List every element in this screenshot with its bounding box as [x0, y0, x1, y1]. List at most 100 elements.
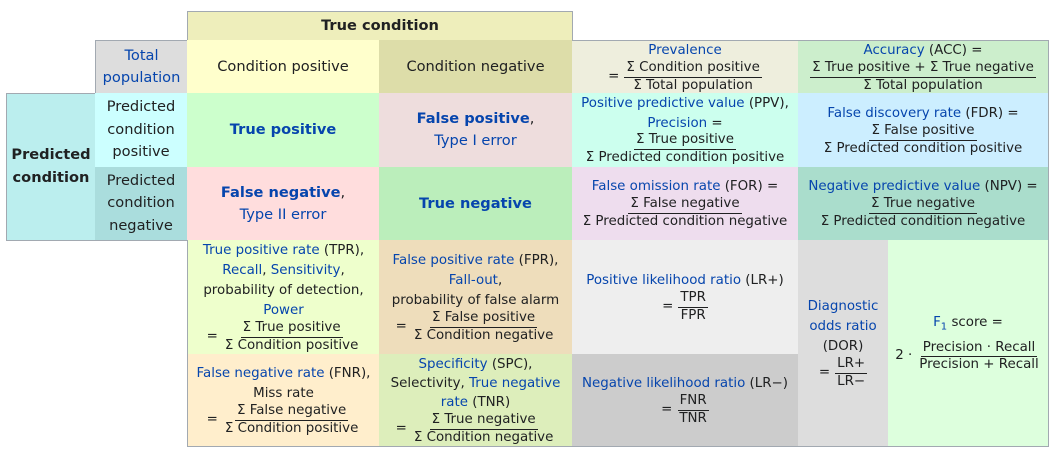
equals-sign: = [661, 401, 673, 417]
ppv-numerator: Σ True positive [634, 132, 736, 150]
ppv-formula: Σ True positive Σ Predicted condition po… [584, 132, 787, 165]
tnr-numerator: Σ True negative [429, 412, 538, 430]
fdr-denominator: Σ Predicted condition positive [823, 140, 1023, 156]
comma: , [340, 262, 345, 278]
comma: , [529, 110, 535, 128]
predicted-negative-label: Predicted condition negative [106, 171, 176, 234]
comma: , [340, 183, 346, 201]
fpr-cell: False positive rate (FPR), Fall-out, pro… [379, 240, 573, 355]
dor-numerator: LR+ [835, 356, 868, 374]
miss-rate-text: Miss rate [253, 385, 314, 401]
f1-score-cell: F1 score = 2 · Precision · Recall Precis… [888, 240, 1049, 447]
tpr-formula: Σ True positive Σ Condition positive [223, 320, 360, 353]
probability-of-detection-text: probability of detection, [203, 282, 364, 298]
fpr-abbr: (FPR), [518, 252, 559, 268]
for-numerator: Σ False negative [628, 197, 742, 215]
tpr-link[interactable]: True positive rate [202, 242, 320, 258]
npv-cell: Negative predictive value (NPV) = Σ True… [798, 167, 1049, 241]
total-population-link[interactable]: Total population [102, 47, 181, 86]
accuracy-cell: Accuracy (ACC) = Σ True positive + Σ Tru… [798, 40, 1049, 94]
for-abbr: (FOR) = [724, 179, 779, 195]
npv-formula: Σ True negative Σ Predicted condition ne… [819, 197, 1028, 229]
fnr-cell: False negative rate (FNR), Miss rate = Σ… [187, 354, 380, 447]
false-positive-cell: False positive, Type I error [379, 93, 573, 168]
for-link[interactable]: False omission rate [591, 179, 721, 195]
accuracy-abbr: (ACC) = [928, 42, 983, 58]
lr-negative-numerator: FNR [677, 393, 709, 411]
accuracy-numerator: Σ True positive + Σ True negative [810, 60, 1036, 78]
fdr-abbr: (FDR) = [965, 105, 1019, 121]
tpr-numerator: Σ True positive [240, 320, 343, 338]
equals-sign: = [395, 318, 407, 334]
true-negative-cell: True negative [379, 167, 573, 241]
npv-numerator: Σ True negative [869, 197, 977, 215]
condition-positive-header: Condition positive [187, 40, 380, 94]
accuracy-link[interactable]: Accuracy [863, 42, 925, 58]
equals-sign: = [818, 364, 831, 380]
false-negative-cell: False negative, Type II error [187, 167, 380, 241]
type-i-error-link[interactable]: Type I error [434, 132, 517, 149]
fdr-link[interactable]: False discovery rate [827, 105, 962, 121]
total-population-cell: Total population [95, 40, 188, 94]
fpr-formula: Σ False positive Σ Condition negative [412, 310, 555, 343]
f1-score-link[interactable]: F1 [933, 314, 948, 333]
f1-subscript: 1 [940, 321, 948, 333]
ppv-link[interactable]: Positive predictive value [581, 96, 745, 112]
false-positive-link[interactable]: False positive [416, 110, 530, 128]
fnr-link[interactable]: False negative rate [196, 365, 325, 381]
type-ii-error-link[interactable]: Type II error [239, 205, 327, 223]
fall-out-link[interactable]: Fall-out [448, 272, 498, 288]
fdr-cell: False discovery rate (FDR) = Σ False pos… [798, 93, 1049, 168]
dor-link-line1[interactable]: Diagnostic [807, 298, 879, 314]
true-condition-label: True condition [321, 17, 439, 35]
fnr-abbr: (FNR), [328, 365, 371, 381]
recall-link[interactable]: Recall [222, 262, 263, 278]
ppv-denominator: Σ Predicted condition positive [585, 149, 785, 165]
ppv-abbr: (PPV), [748, 96, 789, 112]
f1-suffix: score = [951, 314, 1003, 330]
sensitivity-link[interactable]: Sensitivity [270, 262, 341, 278]
selectivity-text: Selectivity, [390, 376, 465, 392]
accuracy-formula: Σ True positive + Σ True negative Σ Tota… [810, 60, 1036, 93]
f1-letter: F [933, 314, 941, 330]
tpr-denominator: Σ Condition positive [224, 337, 359, 353]
tnr-denominator: Σ Condition negative [413, 429, 554, 445]
tnr-formula: Σ True negative Σ Condition negative [412, 412, 555, 445]
dor-abbr: (DOR) [822, 338, 864, 354]
true-negative-link[interactable]: True negative [419, 194, 532, 212]
false-negative-link[interactable]: False negative [220, 183, 341, 201]
fpr-denominator: Σ Condition negative [413, 327, 554, 343]
tpr-cell: True positive rate (TPR), Recall, Sensit… [187, 240, 380, 355]
f1-numerator: Precision · Recall [920, 340, 1038, 358]
lr-positive-abbr: (LR+) [745, 272, 784, 288]
lr-negative-link[interactable]: Negative likelihood ratio [582, 375, 746, 391]
lr-positive-link[interactable]: Positive likelihood ratio [586, 272, 742, 288]
equals-sign: = [608, 68, 620, 84]
for-formula: Σ False negative Σ Predicted condition n… [581, 197, 790, 229]
condition-negative-label: Condition negative [406, 57, 545, 75]
prevalence-link[interactable]: Prevalence [648, 42, 722, 58]
lr-negative-abbr: (LR−) [749, 375, 788, 391]
comma: , [262, 262, 267, 278]
power-link[interactable]: Power [263, 302, 304, 318]
for-denominator: Σ Predicted condition negative [582, 214, 788, 230]
dor-formula: LR+ LR− [835, 356, 868, 389]
equals-sign: = [206, 328, 218, 344]
for-cell: False omission rate (FOR) = Σ False nega… [572, 167, 799, 241]
f1-prefix: 2 · [895, 348, 913, 364]
tnr-link[interactable]: True negative rate [440, 376, 561, 411]
precision-link[interactable]: Precision [647, 115, 708, 131]
predicted-negative-header: Predicted condition negative [95, 167, 188, 241]
accuracy-denominator: Σ Total population [863, 77, 983, 93]
equals-sign: = [662, 298, 674, 314]
lr-negative-cell: Negative likelihood ratio (LR−) = FNR TN… [572, 354, 799, 447]
tnr-abbr: (TNR) [472, 395, 511, 411]
fpr-link[interactable]: False positive rate [392, 252, 515, 268]
specificity-link[interactable]: Specificity [418, 356, 488, 372]
prevalence-denominator: Σ Total population [633, 77, 753, 93]
dor-denominator: LR− [837, 373, 866, 389]
fnr-numerator: Σ False negative [235, 403, 349, 421]
true-positive-link[interactable]: True positive [229, 121, 337, 139]
npv-link[interactable]: Negative predictive value [808, 179, 981, 195]
dor-link-line2[interactable]: odds ratio [809, 318, 877, 334]
